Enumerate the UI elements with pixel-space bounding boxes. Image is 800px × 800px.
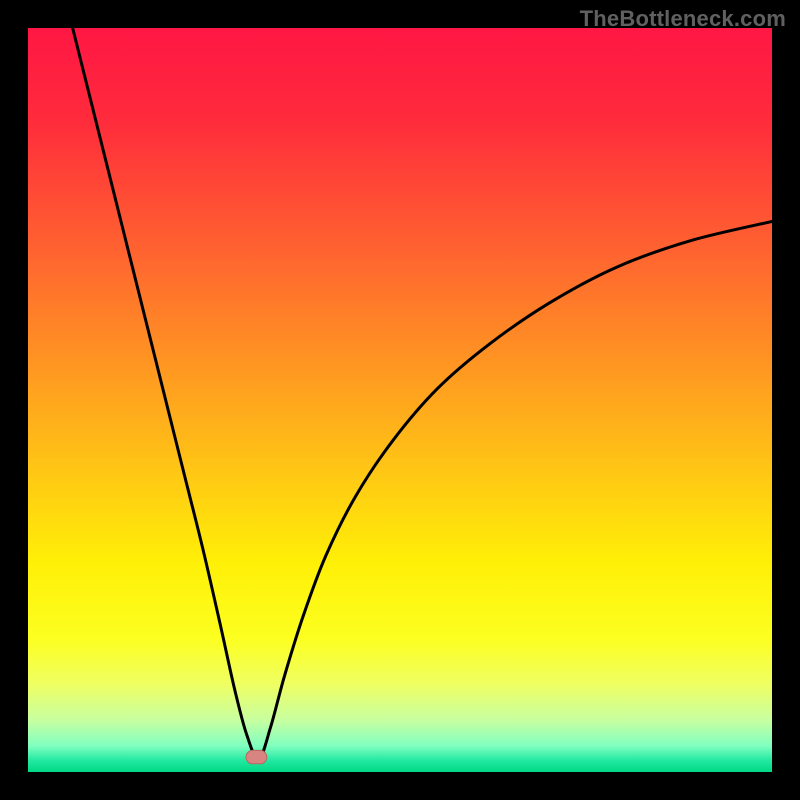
bottleneck-chart [28, 28, 772, 772]
min-marker [246, 750, 267, 763]
page-root: TheBottleneck.com [0, 0, 800, 800]
gradient-background [28, 28, 772, 772]
